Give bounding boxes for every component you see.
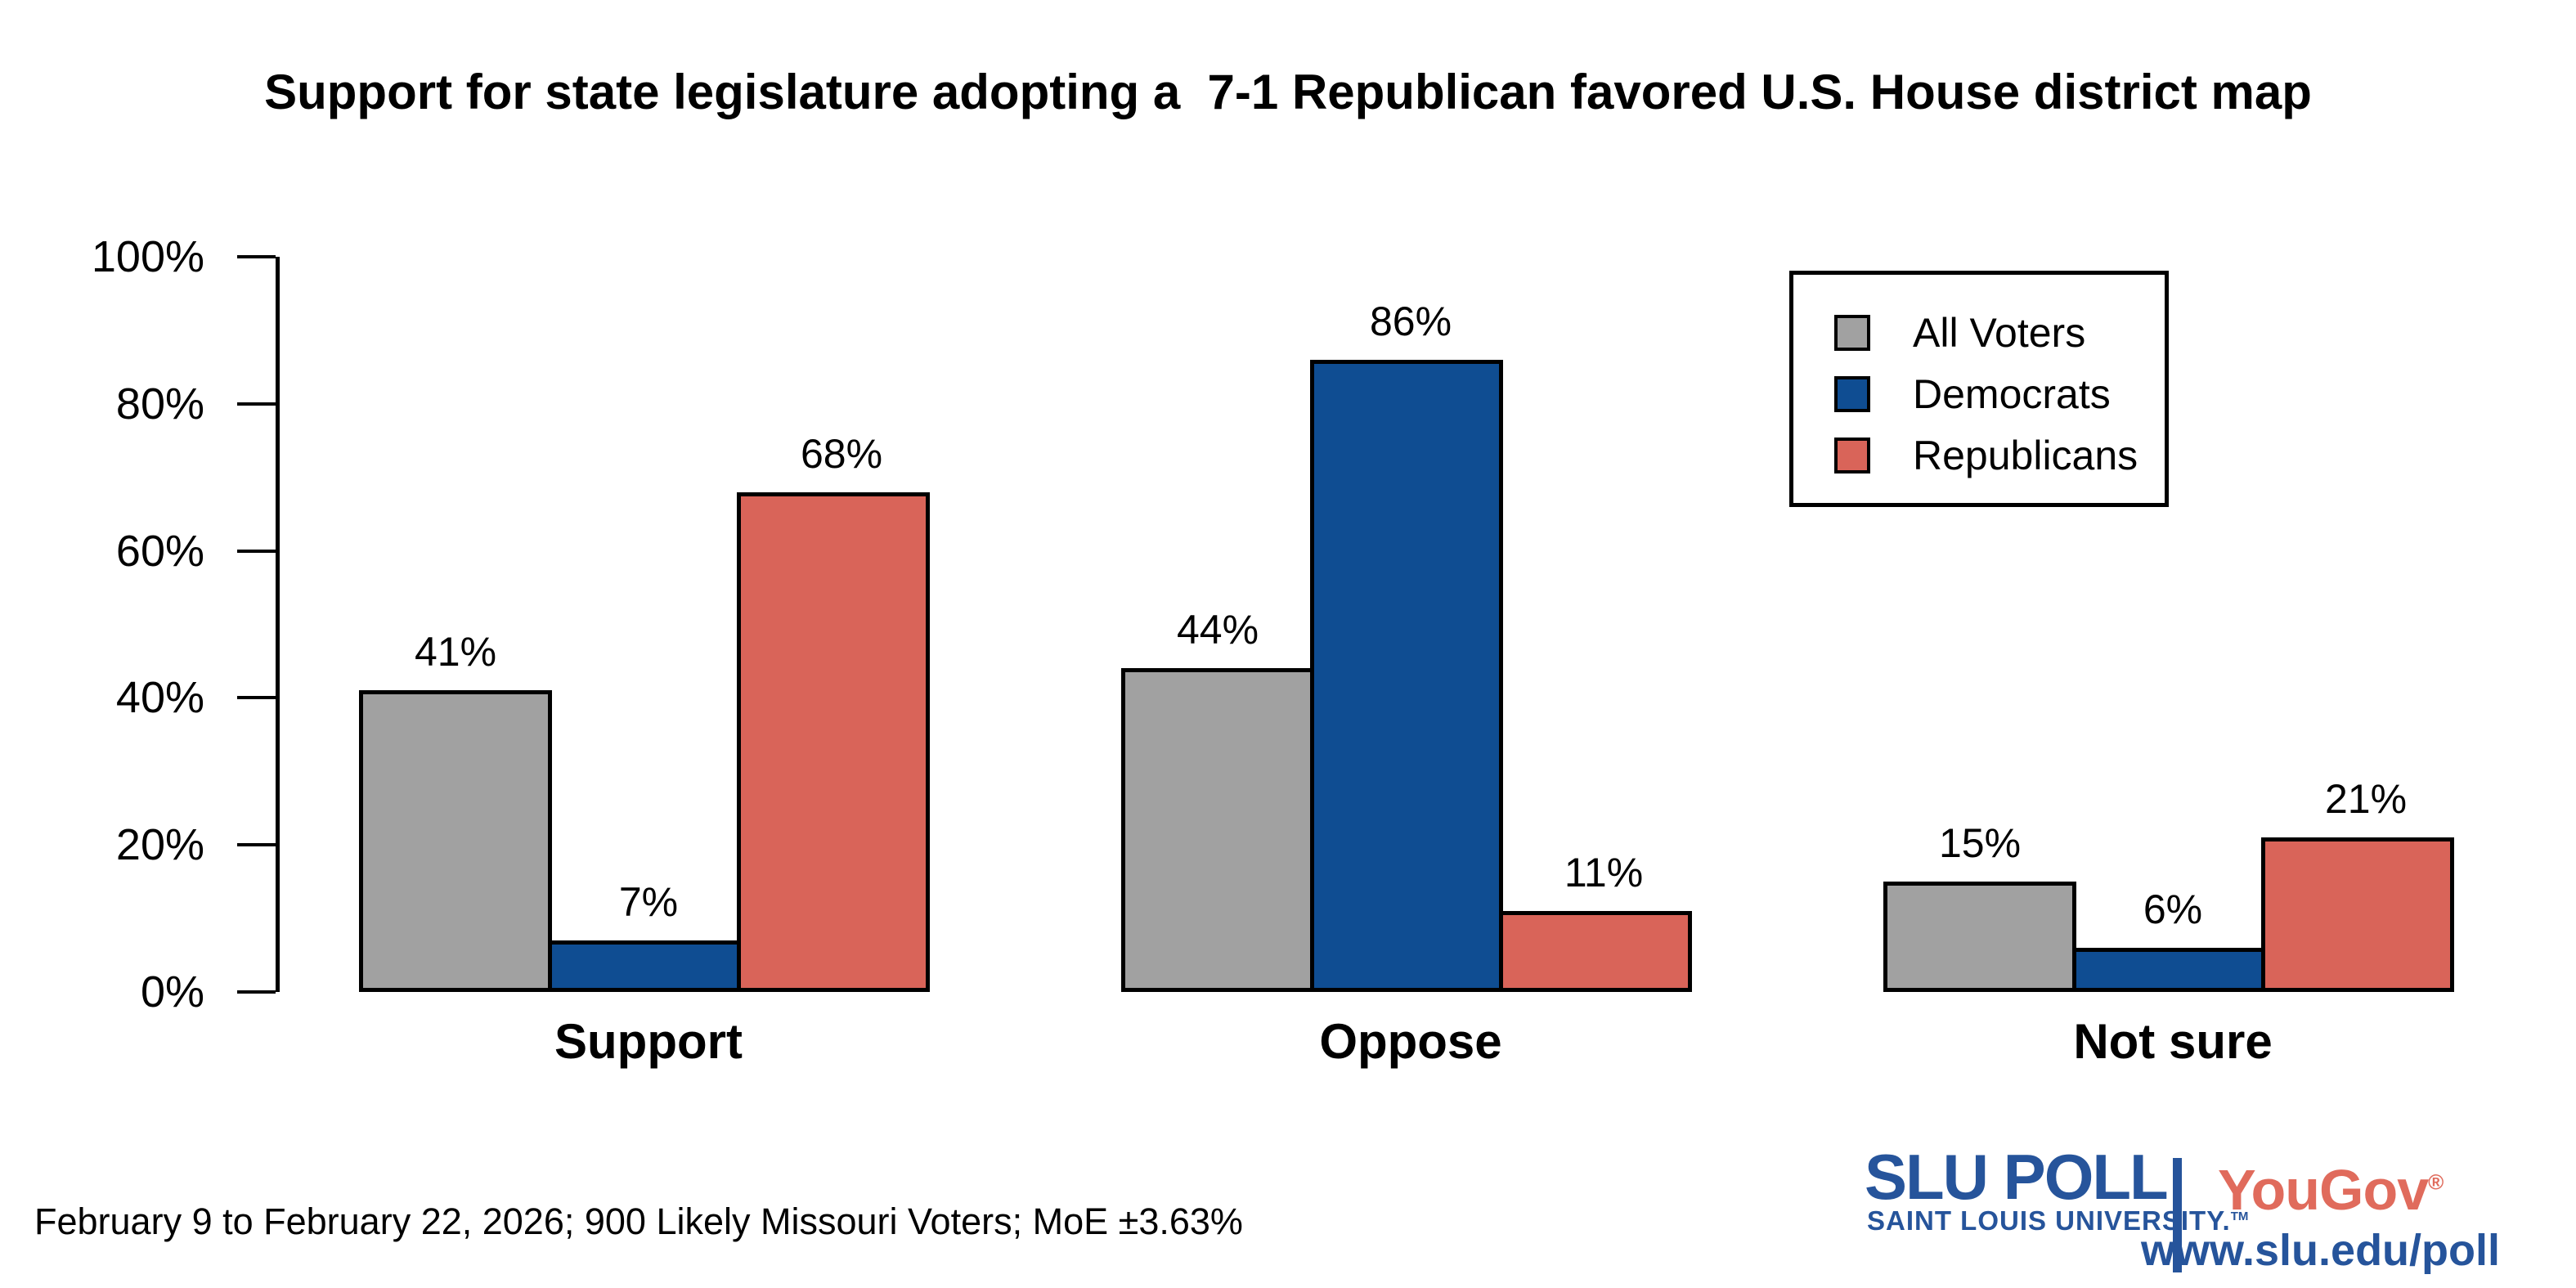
y-tick-100: [237, 255, 276, 258]
y-axis-line: [276, 257, 280, 992]
legend-row-republicans: Republicans: [1834, 435, 2165, 476]
yougov-label: YouGov: [2218, 1158, 2429, 1222]
bar-all-voters-oppose: [1121, 668, 1314, 992]
bar-democrats-not-sure: [2072, 948, 2265, 992]
y-tick-20: [237, 843, 276, 847]
y-axis-labels: 0% 20% 40% 60% 80% 100%: [0, 234, 204, 1015]
bar-republicans-oppose: [1499, 911, 1692, 992]
y-tick-label-60: 60%: [115, 526, 204, 576]
y-tick-40: [237, 696, 276, 700]
legend: All Voters Democrats Republicans: [1789, 271, 2169, 507]
slu-university-logo-text: SAINT LOUIS UNIVERSITY.TM: [1867, 1207, 2248, 1234]
bar-value-label-republicans-not-sure: 21%: [2324, 776, 2408, 823]
legend-label-democrats: Democrats: [1913, 371, 2111, 417]
trademark-symbol: TM: [2230, 1209, 2249, 1223]
bar-value-label-republicans-oppose: 11%: [1564, 850, 1644, 896]
bar-group-oppose: 44% 86% 11% Oppose: [1121, 257, 1700, 1069]
category-label-oppose: Oppose: [1319, 1014, 1502, 1069]
bar-republicans-support: [737, 491, 930, 992]
registered-symbol: ®: [2428, 1169, 2444, 1195]
footer-note: February 9 to February 22, 2026; 900 Lik…: [34, 1200, 1243, 1242]
legend-swatch-all-voters: [1834, 315, 1870, 351]
y-tick-label-20: 20%: [115, 820, 204, 870]
slu-university-label: SAINT LOUIS UNIVERSITY.: [1867, 1205, 2231, 1236]
yougov-logo: YouGov®: [2218, 1161, 2444, 1218]
bar-democrats-support: [548, 940, 741, 992]
slu-poll-logo: SLU POLL: [1865, 1141, 2169, 1213]
bar-value-label-all-voters-oppose: 44%: [1176, 607, 1259, 653]
chart-title: Support for state legislature adopting a…: [264, 65, 2312, 119]
legend-swatch-republicans: [1834, 438, 1870, 473]
y-tick-label-40: 40%: [115, 673, 204, 723]
bar-value-label-democrats-not-sure: 6%: [2143, 886, 2203, 933]
y-tick-60: [237, 549, 276, 553]
category-label-not-sure: Not sure: [2073, 1014, 2273, 1069]
slu-poll-url: www.slu.edu/poll: [2141, 1226, 2501, 1275]
bar-group-not-sure: 15% 6% 21% Not sure: [1883, 257, 2462, 1069]
bar-value-label-all-voters-not-sure: 15%: [1938, 820, 2022, 867]
bar-value-label-republicans-support: 68%: [800, 430, 883, 477]
y-tick-label-100: 100%: [91, 232, 204, 281]
y-tick-0: [237, 990, 276, 994]
plot-area: 41% 7% 68% Support 44% 86% 11% Oppose 15% 6% 21% No…: [237, 255, 2468, 1069]
legend-swatch-democrats: [1834, 376, 1870, 412]
brand-divider: [2173, 1158, 2182, 1272]
legend-label-all-voters: All Voters: [1913, 310, 2086, 356]
bar-democrats-oppose: [1310, 359, 1503, 992]
bar-all-voters-support: [359, 690, 552, 992]
y-tick-80: [237, 402, 276, 406]
legend-row-democrats: Democrats: [1834, 374, 2165, 415]
y-tick-label-0: 0%: [140, 967, 204, 1016]
bar-value-label-democrats-support: 7%: [618, 879, 679, 926]
category-label-support: Support: [554, 1014, 743, 1069]
bar-republicans-not-sure: [2261, 837, 2454, 992]
bar-group-support: 41% 7% 68% Support: [359, 257, 938, 1069]
bar-all-voters-not-sure: [1883, 882, 2076, 992]
legend-row-all-voters: All Voters: [1834, 312, 2165, 353]
legend-label-republicans: Republicans: [1913, 433, 2138, 478]
y-tick-label-80: 80%: [115, 379, 204, 429]
bar-value-label-democrats-oppose: 86%: [1369, 298, 1452, 344]
bar-value-label-all-voters-support: 41%: [414, 629, 497, 675]
